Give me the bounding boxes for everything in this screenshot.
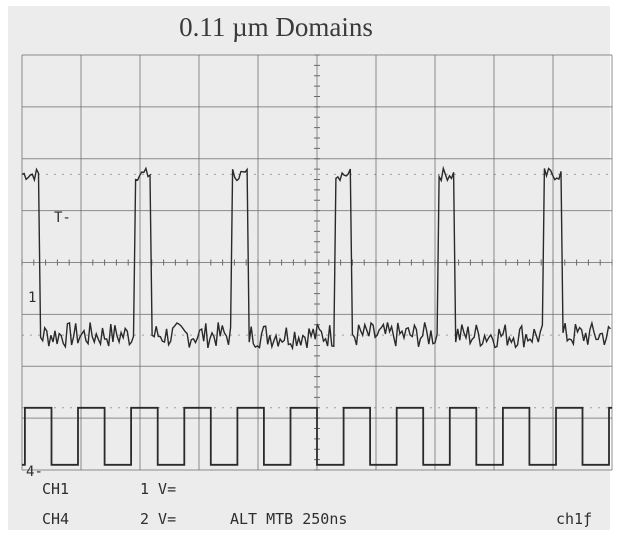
trigger-source: ch1ƒ — [556, 510, 592, 528]
ch1-channel-label: CH1 — [42, 480, 69, 498]
timebase-mode: ALT MTB 250ns — [230, 510, 347, 528]
ch1-trace — [21, 165, 612, 351]
ch1-setting: 1 V= — [140, 480, 176, 498]
ch1-ground-marker: 1 — [28, 290, 36, 306]
graticule — [21, 54, 613, 471]
traces — [21, 165, 612, 466]
ch4-channel-label: CH4 — [42, 510, 69, 528]
screen-background — [8, 6, 610, 530]
ch4-trace — [22, 406, 612, 466]
ch4-setting: 2 V= — [140, 510, 176, 528]
trigger-level-marker: T- — [54, 210, 71, 226]
ch4-ground-marker: 4- — [26, 464, 43, 480]
chart-title: 0.11 µm Domains — [179, 12, 373, 42]
